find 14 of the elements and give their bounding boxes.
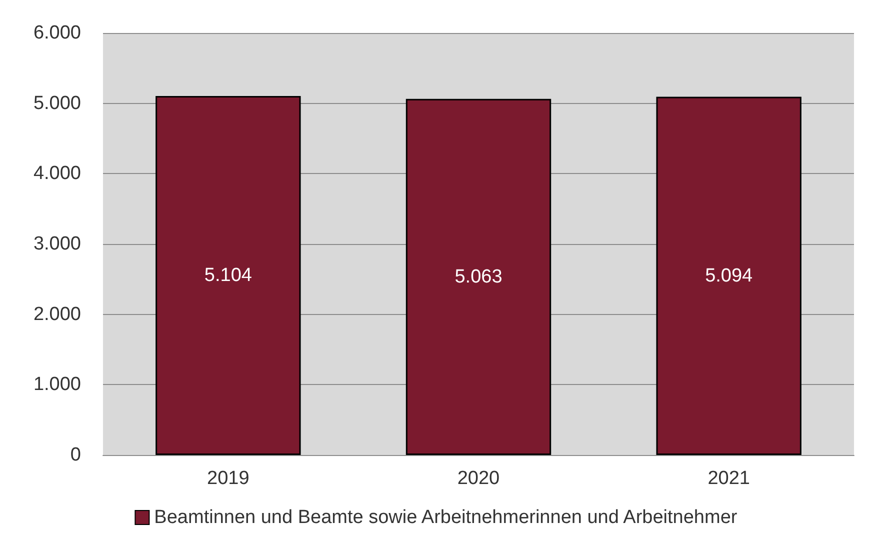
x-tick-label: 2021 — [708, 468, 750, 489]
x-tick-label: 2020 — [457, 468, 500, 489]
y-tick-label: 3.000 — [33, 234, 81, 254]
y-tick-label: 2.000 — [33, 304, 81, 325]
y-tick-label: 6.000 — [33, 22, 81, 44]
data-label: 5.104 — [204, 265, 252, 286]
y-tick-label: 1.000 — [33, 374, 81, 396]
y-tick-label: 4.000 — [33, 163, 81, 184]
data-label: 5.063 — [454, 266, 502, 288]
x-tick-label: 2019 — [207, 468, 250, 489]
y-tick-label: 5.000 — [33, 92, 81, 114]
y-tick-label: 0 — [70, 444, 81, 466]
data-label: 5.094 — [705, 265, 754, 286]
legend-label: Beamtinnen und Beamte sowie Arbeitnehmerinnen und Arbeitnehmer — [154, 507, 738, 528]
